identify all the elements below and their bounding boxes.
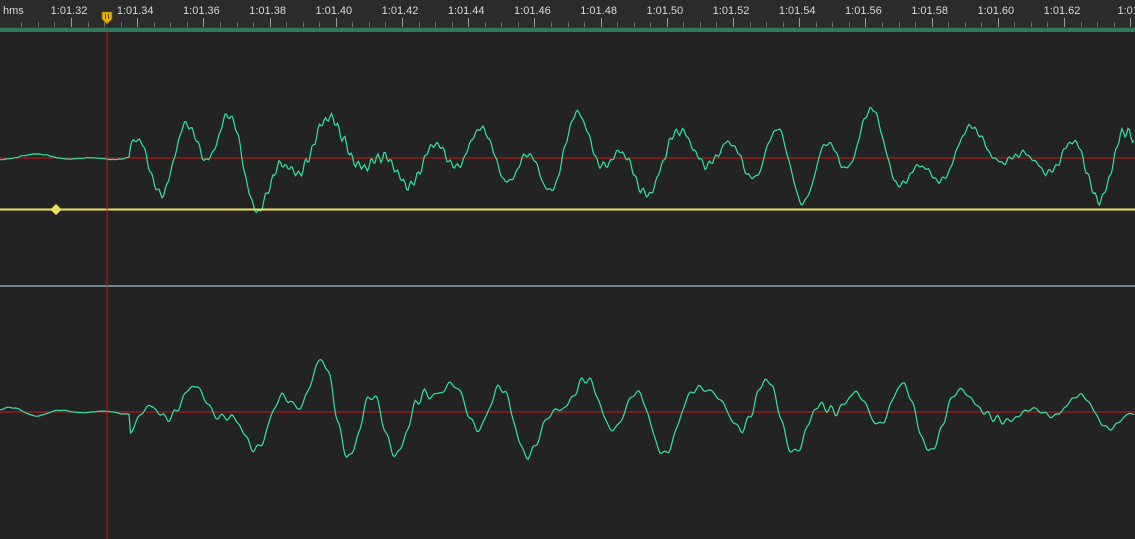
ruler-major-tick <box>666 18 668 27</box>
ruler-tick-label: 1:01.56 <box>845 5 882 17</box>
playhead-marker-icon[interactable] <box>101 11 113 25</box>
ruler-minor-tick <box>815 22 817 27</box>
ruler-tick-label: 1:01.38 <box>249 5 286 17</box>
ruler-minor-tick <box>352 22 354 27</box>
ruler-minor-tick <box>567 22 569 27</box>
ruler-minor-tick <box>1113 22 1115 27</box>
ruler-tick-label: 1:01.54 <box>778 5 816 17</box>
ruler-major-tick <box>468 18 470 27</box>
ruler-major-tick <box>1064 18 1065 27</box>
ruler-major-tick <box>71 18 72 27</box>
ruler-major-tick <box>534 18 536 27</box>
ruler-minor-tick <box>981 22 983 27</box>
ruler-minor-tick <box>683 22 685 27</box>
ruler-minor-tick <box>766 22 768 27</box>
ruler-minor-tick <box>1047 22 1049 27</box>
ruler-minor-tick <box>749 22 751 27</box>
ruler-major-tick <box>402 18 403 27</box>
ruler-minor-tick <box>253 22 255 27</box>
ruler-minor-tick <box>451 22 453 27</box>
ruler-minor-tick <box>584 22 586 27</box>
ruler-major-tick <box>931 18 933 27</box>
ruler-minor-tick <box>898 22 900 27</box>
ruler-minor-tick <box>1014 22 1016 27</box>
ruler-major-tick <box>733 18 734 27</box>
ruler-tick-label: 1:01.40 <box>315 5 353 17</box>
ruler-major-tick <box>997 18 999 27</box>
ruler-minor-tick <box>699 22 701 27</box>
ruler-minor-tick <box>501 22 503 27</box>
ruler-minor-tick <box>915 22 917 27</box>
channel-2-waveform[interactable] <box>0 358 1135 461</box>
ruler-minor-tick <box>21 22 23 27</box>
ruler-minor-tick <box>716 22 718 27</box>
ruler-tick-label: 1:01 <box>1117 5 1135 17</box>
ruler-minor-tick <box>170 22 172 27</box>
ruler-minor-tick <box>848 22 850 27</box>
time-unit-label: hms <box>3 5 24 17</box>
ruler-major-tick <box>203 18 205 27</box>
ruler-minor-tick <box>368 22 370 27</box>
ruler-minor-tick <box>186 22 188 27</box>
ruler-major-tick <box>269 18 271 27</box>
ruler-minor-tick <box>385 22 387 27</box>
ruler-minor-tick <box>87 22 89 27</box>
ruler-minor-tick <box>517 22 519 27</box>
ruler-tick-label: 1:01.48 <box>580 5 617 17</box>
ruler-minor-tick <box>418 22 420 27</box>
ruler-minor-tick <box>617 22 619 27</box>
overview-scroll-strip[interactable] <box>0 28 1135 32</box>
ruler-minor-tick <box>881 22 883 27</box>
ruler-tick-label: 1:01.44 <box>447 5 485 17</box>
ruler-major-tick <box>1130 18 1132 27</box>
ruler-minor-tick <box>236 22 238 27</box>
ruler-minor-tick <box>484 22 486 27</box>
ruler-minor-tick <box>319 22 321 27</box>
ruler-minor-tick <box>54 22 56 27</box>
ruler-minor-tick <box>832 22 834 27</box>
ruler-tick-label: 1:01.60 <box>977 5 1015 17</box>
ruler-minor-tick <box>948 22 950 27</box>
envelope-keyframe-handle[interactable] <box>50 203 62 216</box>
ruler-minor-tick <box>302 22 304 27</box>
ruler-minor-tick <box>120 22 122 27</box>
ruler-minor-tick <box>650 22 652 27</box>
channel-1-waveform[interactable] <box>0 106 1135 214</box>
ruler-tick-label: 1:01.62 <box>1043 5 1081 17</box>
ruler-minor-tick <box>104 22 106 27</box>
ruler-minor-tick <box>782 22 784 27</box>
ruler-minor-tick <box>1030 22 1032 27</box>
ruler-minor-tick <box>286 22 288 27</box>
time-ruler[interactable]: hms 1:01.32 1:01.34 1:01.36 1:01.38 1:01.40 1… <box>0 0 1135 28</box>
ruler-tick-label: 1:01.32 <box>50 5 88 17</box>
ruler-minor-tick <box>1080 22 1082 27</box>
ruler-tick-label: 1:01.50 <box>646 5 684 17</box>
ruler-tick-label: 1:01.58 <box>911 5 948 17</box>
ruler-tick-label: 1:01.34 <box>116 5 154 17</box>
ruler-minor-tick <box>435 22 437 27</box>
ruler-major-tick <box>335 18 337 27</box>
ruler-major-tick <box>799 18 801 27</box>
ruler-minor-tick <box>964 22 966 27</box>
ruler-tick-label: 1:01.46 <box>514 5 551 17</box>
ruler-minor-tick <box>1097 22 1099 27</box>
ruler-major-tick <box>600 18 602 27</box>
ruler-major-tick <box>865 18 867 27</box>
ruler-tick-label: 1:01.36 <box>183 5 220 17</box>
ruler-minor-tick <box>219 22 221 27</box>
ruler-tick-label: 1:01.42 <box>381 5 419 17</box>
waveform-editor[interactable] <box>0 32 1135 539</box>
ruler-tick-label: 1:01.52 <box>712 5 750 17</box>
ruler-minor-tick <box>550 22 552 27</box>
ruler-major-tick <box>137 18 139 27</box>
waveform-canvas[interactable] <box>0 32 1135 539</box>
ruler-minor-tick <box>37 22 39 27</box>
ruler-minor-tick <box>153 22 155 27</box>
ruler-minor-tick <box>633 22 635 27</box>
